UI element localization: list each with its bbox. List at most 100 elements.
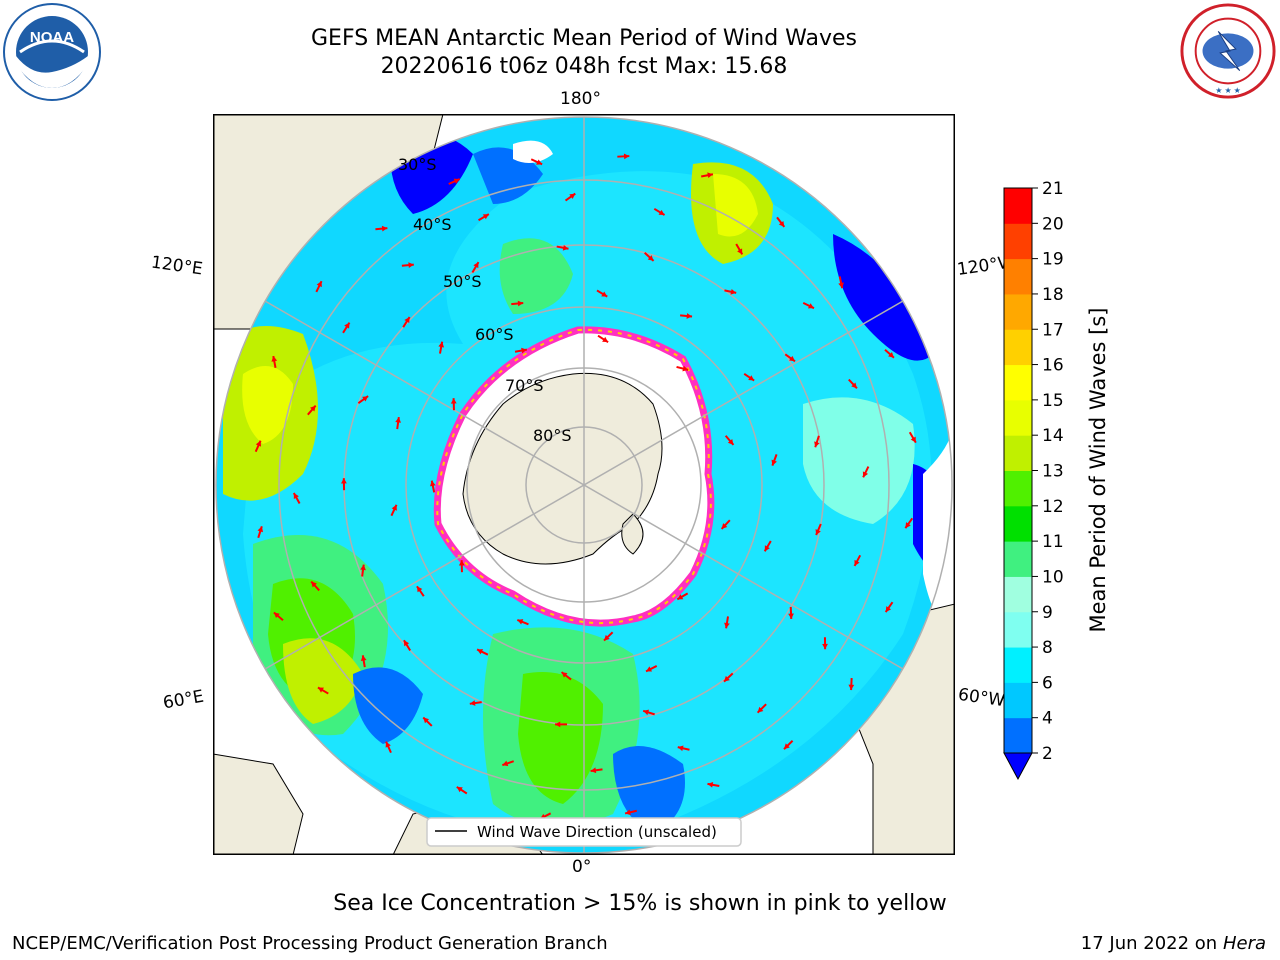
colorbar-segment xyxy=(1004,717,1032,754)
wind-wave-arrow xyxy=(307,404,317,416)
wind-wave-arrow xyxy=(603,631,614,642)
wind-wave-arrow xyxy=(395,417,401,430)
wind-wave-arrow xyxy=(450,398,457,411)
wind-wave-arrow xyxy=(402,316,411,328)
wind-wave-arrow xyxy=(511,300,524,307)
lat-label-50s: 50°S xyxy=(443,272,482,291)
wind-wave-arrow xyxy=(317,686,329,695)
colorbar-tick-label: 10 xyxy=(1042,567,1064,587)
wind-wave-arrow xyxy=(471,261,480,274)
wind-wave-arrow xyxy=(555,721,568,728)
wind-wave-arrow xyxy=(469,700,482,706)
colorbar-segment xyxy=(1004,682,1032,719)
wind-wave-arrow xyxy=(375,225,388,232)
colorbar-segment xyxy=(1004,505,1032,542)
wind-wave-arrow xyxy=(596,289,608,298)
colorbar-segment xyxy=(1004,188,1032,224)
wind-wave-arrow xyxy=(802,301,815,310)
footer-host: Hera xyxy=(1222,933,1266,954)
wind-wave-arrow xyxy=(642,709,655,716)
wind-wave-arrow xyxy=(422,716,433,727)
lat-label-30s: 30°S xyxy=(398,155,437,174)
colorbar-tick-label: 9 xyxy=(1042,603,1053,623)
footer-branch: NCEP/EMC/Verification Post Processing Pr… xyxy=(12,933,608,954)
wind-wave-arrow xyxy=(254,440,262,453)
lat-label-40s: 40°S xyxy=(413,215,452,234)
wind-wave-arrow xyxy=(853,554,862,567)
colorbar-tick-label: 17 xyxy=(1042,320,1064,340)
colorbar-segment xyxy=(1004,576,1032,613)
wind-wave-arrow xyxy=(516,618,529,626)
colorbar-segment xyxy=(1004,435,1032,471)
wind-wave-arrow xyxy=(416,585,425,597)
wind-wave-arrow xyxy=(645,665,658,673)
wind-wave-arrow xyxy=(360,655,367,668)
wind-wave-arrow xyxy=(676,592,689,601)
wind-wave-arrow xyxy=(677,745,690,752)
lon-label-120e: 120°E xyxy=(149,252,204,280)
wind-wave-arrow xyxy=(385,741,392,754)
colorbar-segment xyxy=(1004,470,1032,507)
colorbar-tick-label: 16 xyxy=(1042,356,1064,376)
wind-wave-arrow xyxy=(292,492,301,504)
wind-wave-arrow xyxy=(564,192,576,202)
footer-date-text: 17 Jun 2022 on xyxy=(1080,933,1218,954)
wind-wave-arrow xyxy=(360,564,366,577)
wind-wave-arrow xyxy=(514,347,528,354)
wind-wave-arrow xyxy=(357,395,369,404)
colorbar-label: Mean Period of Wind Waves [s] xyxy=(1086,307,1110,633)
wind-wave-arrow xyxy=(341,478,347,491)
wind-wave-arrow xyxy=(438,341,445,354)
wind-wave-arrow xyxy=(848,677,855,691)
noaa-logo-text: NOAA xyxy=(30,29,74,46)
colorbar-tick-label: 2 xyxy=(1042,744,1053,764)
lon-label-0: 0° xyxy=(572,857,592,877)
colorbar-tick-label: 21 xyxy=(1042,180,1064,199)
wind-wave-arrow xyxy=(624,809,637,816)
map-legend: Wind Wave Direction (unscaled) xyxy=(426,817,742,847)
wind-wave-arrow xyxy=(838,276,844,289)
wind-wave-arrow xyxy=(273,611,284,622)
wind-wave-arrow xyxy=(724,288,737,295)
lon-label-60e: 60°E xyxy=(161,686,206,714)
nws-logo: ★ ★ ★ xyxy=(1180,3,1276,99)
colorbar-segment xyxy=(1004,399,1032,436)
wind-wave-arrow xyxy=(676,365,689,372)
wind-wave-arrows xyxy=(254,153,917,820)
wind-wave-arrow xyxy=(700,172,714,179)
wind-wave-arrow xyxy=(904,517,914,529)
colorbar-segment xyxy=(1004,647,1032,683)
lat-label-60s: 60°S xyxy=(475,325,514,344)
svg-text:★ ★ ★: ★ ★ ★ xyxy=(1215,86,1240,95)
footer-date: 17 Jun 2022 on Hera xyxy=(1081,933,1266,954)
wind-wave-arrow xyxy=(342,322,351,334)
wind-wave-arrow xyxy=(720,519,731,530)
colorbar-segment xyxy=(1004,223,1032,260)
sea-ice-note: Sea Ice Concentration > 15% is shown in … xyxy=(333,891,947,916)
colorbar-segment xyxy=(1004,541,1032,577)
wind-wave-arrow xyxy=(458,560,465,573)
wind-wave-arrow xyxy=(271,355,278,369)
wind-wave-arrow xyxy=(644,252,655,262)
wind-wave-arrow xyxy=(456,786,468,795)
wind-wave-arrow xyxy=(403,639,412,651)
wind-wave-arrow xyxy=(590,767,603,774)
colorbar-tick-label: 4 xyxy=(1042,709,1053,729)
wind-wave-arrow xyxy=(763,540,772,552)
colorbar-tick-label: 6 xyxy=(1042,673,1053,693)
wind-wave-arrow xyxy=(653,207,666,216)
wind-wave-arrow xyxy=(783,740,794,750)
wind-wave-arrow xyxy=(814,435,820,448)
wind-wave-arrow xyxy=(257,526,264,539)
colorbar-segment xyxy=(1004,293,1032,330)
wind-wave-arrow xyxy=(735,243,744,255)
wind-wave-arrow xyxy=(315,280,323,293)
wind-wave-arrow xyxy=(556,244,569,251)
wind-wave-arrow xyxy=(884,348,895,359)
wind-wave-arrow xyxy=(822,637,828,650)
wind-wave-arrow xyxy=(743,373,755,382)
wind-wave-arrow xyxy=(707,781,720,788)
wind-wave-arrow xyxy=(478,213,490,222)
wind-wave-arrow xyxy=(788,606,794,619)
colorbar-tick-label: 15 xyxy=(1042,391,1064,411)
